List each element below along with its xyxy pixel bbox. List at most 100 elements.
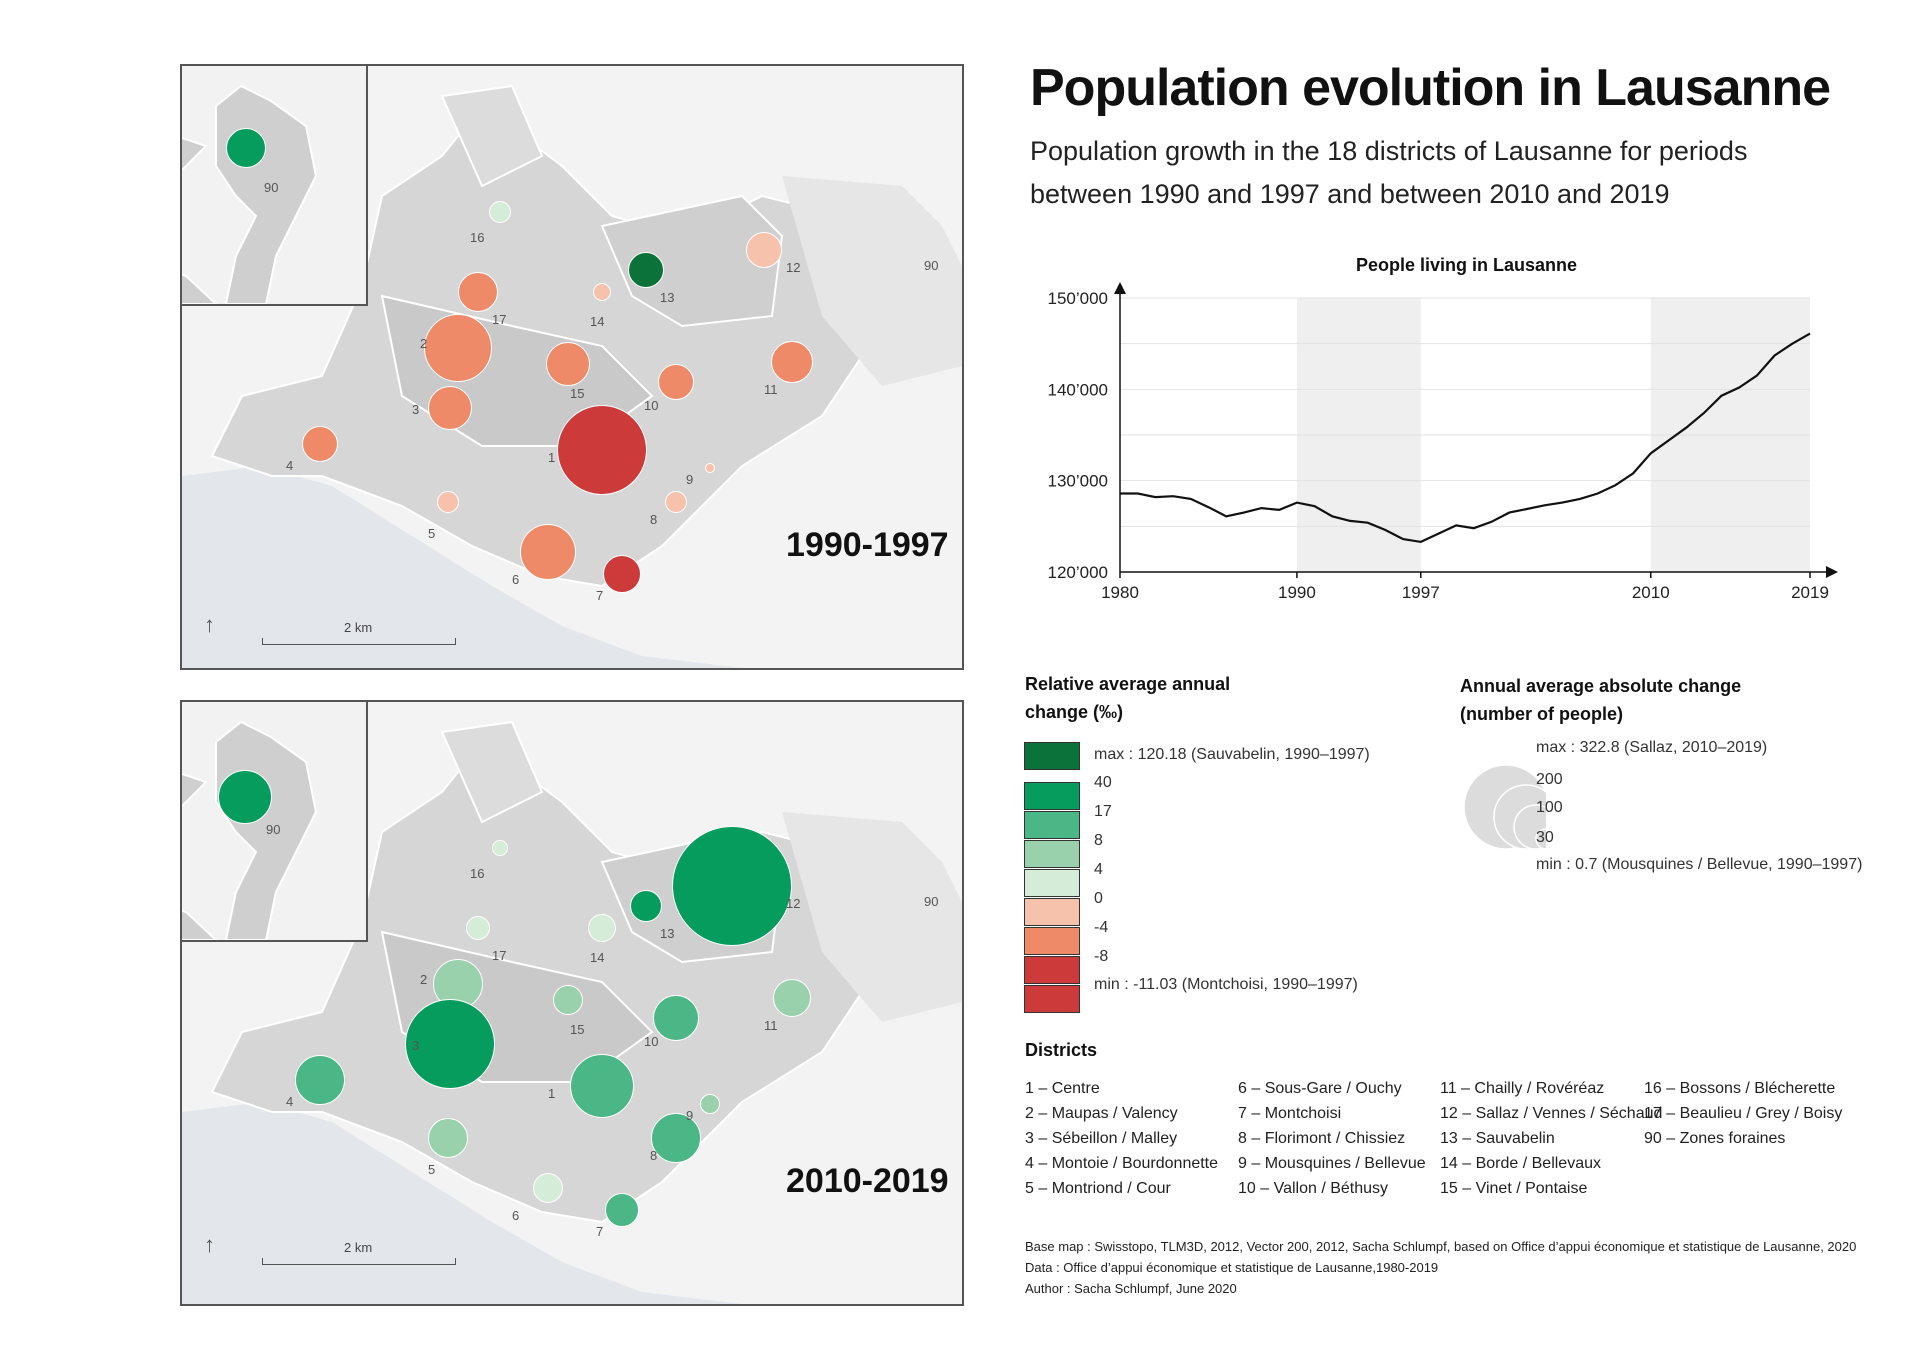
district-entry: 17 – Beaulieu / Grey / Boisy (1644, 1105, 1843, 1122)
outer-zone-label: 90 (924, 894, 939, 909)
district-entry: 4 – Montoie / Bourdonnette (1025, 1155, 1219, 1172)
district-label-15: 15 (570, 1022, 585, 1037)
district-label-12: 12 (786, 260, 801, 275)
district-entry: 10 – Vallon / Béthusy (1238, 1180, 1389, 1197)
district-circle-17 (458, 272, 498, 312)
period-label: 2010-2019 (786, 1162, 949, 1200)
district-circle-8 (651, 1113, 701, 1163)
district-circle-2 (424, 314, 492, 382)
x-tick-label: 1980 (1101, 583, 1139, 602)
legend-max-label: max : 120.18 (Sauvabelin, 1990–1997) (1094, 746, 1370, 763)
district-label-8: 8 (650, 1148, 658, 1163)
scale-bar-label: 2 km (344, 1240, 373, 1255)
district-label-7: 7 (596, 588, 604, 603)
district-circle-3 (405, 999, 495, 1089)
legend-class-label: 40 (1094, 774, 1112, 791)
district-circle-7 (603, 555, 641, 593)
district-label-13: 13 (660, 926, 675, 941)
district-circle-15 (553, 985, 583, 1015)
district-label-8: 8 (650, 512, 658, 527)
district-entry: 12 – Sallaz / Vennes / Séchaud (1440, 1105, 1663, 1122)
inset-map: 90 90 (182, 702, 368, 942)
x-tick-label: 2019 (1791, 583, 1829, 602)
district-label-11: 11 (764, 382, 778, 397)
page-subtitle: Population growth in the 18 districts of… (1030, 136, 1748, 209)
legend-swatch (1024, 869, 1080, 897)
district-label-12: 12 (786, 896, 801, 911)
district-circle-6 (533, 1173, 563, 1203)
district-circle-4 (302, 426, 338, 462)
legend-class-label: 0 (1094, 890, 1103, 907)
district-label-1: 1 (548, 1086, 556, 1101)
legend-swatch (1024, 927, 1080, 955)
outer-zone-label: 90 (924, 258, 939, 273)
district-circle-1 (570, 1054, 634, 1118)
district-label-11: 11 (764, 1018, 778, 1033)
district-circle-5 (428, 1118, 468, 1158)
legend-abs-max-label: max : 322.8 (Sallaz, 2010–2019) (1536, 739, 1768, 756)
district-label-4: 4 (286, 458, 294, 473)
district-circle-17 (466, 916, 490, 940)
district-circle-13 (630, 890, 662, 922)
legend-absolute-title: Annual average absolute change (number o… (1460, 676, 1742, 724)
chart-title: People living in Lausanne (1356, 255, 1578, 275)
x-tick-label: 1990 (1278, 583, 1316, 602)
legend-abs-value-30: 30 (1536, 829, 1554, 846)
scale-bar (262, 1258, 456, 1265)
district-label-4: 4 (286, 1094, 294, 1109)
districts-column: 16 – Bossons / Blécherette 17 – Beaulieu … (1644, 1076, 1842, 1151)
district-label-13: 13 (660, 290, 675, 305)
district-entry: 3 – Sébeillon / Malley (1025, 1130, 1178, 1147)
district-label-14: 14 (590, 950, 605, 965)
district-circle-11 (773, 979, 811, 1017)
legend-swatch (1024, 956, 1080, 984)
y-tick-label: 140’000 (1047, 380, 1108, 399)
inset-district-circle (226, 128, 266, 168)
inset-map: 90 90 (182, 66, 368, 306)
legend-swatch-min (1024, 985, 1080, 1013)
legend-class-label: 8 (1094, 832, 1103, 849)
district-entry: 90 – Zones foraines (1644, 1130, 1786, 1147)
legend-abs-value-100: 100 (1536, 799, 1563, 816)
legend-class-label: -8 (1094, 948, 1109, 965)
district-label-3: 3 (412, 402, 420, 417)
y-tick-label: 150’000 (1047, 289, 1108, 308)
districts-column: 1 – Centre 2 – Maupas / Valency 3 – Sébeil… (1025, 1076, 1218, 1201)
district-entry: 1 – Centre (1025, 1080, 1100, 1097)
district-label-9: 9 (686, 472, 694, 487)
legend-class-label: -4 (1094, 919, 1109, 936)
legend-swatch (1024, 840, 1080, 868)
district-circle-5 (437, 491, 459, 513)
legend-proportional-circles (1463, 764, 1546, 850)
legend-class-label: 17 (1094, 803, 1112, 820)
district-entry: 11 – Chailly / Rovéréaz (1440, 1080, 1605, 1097)
district-circle-15 (546, 342, 590, 386)
district-circle-14 (593, 283, 611, 301)
legend-swatch (1024, 898, 1080, 926)
district-label-1: 1 (548, 450, 556, 465)
district-label-16: 16 (470, 230, 485, 245)
north-arrow-icon: ↑ (204, 612, 215, 637)
inset-label-right: 90 (264, 180, 279, 195)
district-circle-16 (492, 840, 508, 856)
district-circle-10 (658, 364, 694, 400)
district-label-17: 17 (492, 312, 507, 327)
y-axis-arrow (1114, 282, 1126, 294)
district-label-7: 7 (596, 1224, 604, 1239)
district-circle-3 (428, 386, 472, 430)
district-entry: 7 – Montchoisi (1238, 1105, 1342, 1122)
district-entry: 13 – Sauvabelin (1440, 1130, 1555, 1147)
x-axis-arrow (1826, 566, 1838, 578)
district-circle-1 (557, 405, 647, 495)
legend-abs-value-200: 200 (1536, 771, 1563, 788)
district-label-5: 5 (428, 526, 436, 541)
legend-swatch (1024, 782, 1080, 810)
x-tick-label: 1997 (1402, 583, 1440, 602)
population-line (1120, 332, 1811, 544)
district-entry: 16 – Bossons / Blécherette (1644, 1080, 1836, 1097)
credits-base-map: Base map : Swisstopo, TLM3D, 2012, Vecto… (1025, 1239, 1857, 1254)
district-label-2: 2 (420, 336, 428, 351)
district-label-14: 14 (590, 314, 605, 329)
district-entry: 2 – Maupas / Valency (1025, 1105, 1178, 1122)
districts-title: Districts (1025, 1040, 1098, 1060)
